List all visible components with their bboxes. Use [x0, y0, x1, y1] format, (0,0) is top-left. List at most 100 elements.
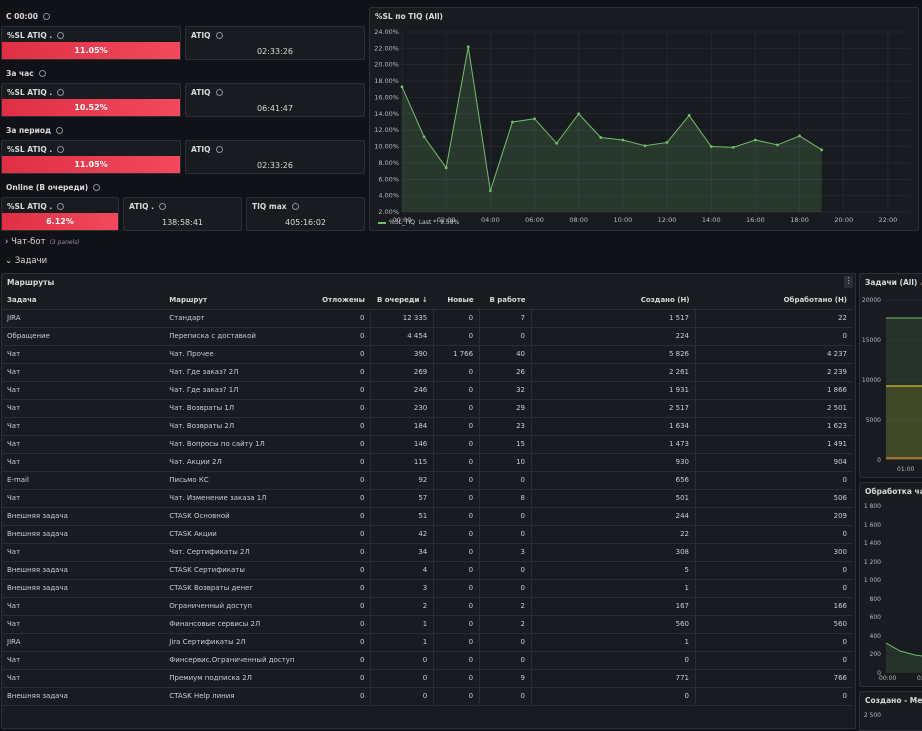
table-cell: 5: [531, 561, 697, 580]
data-point: [488, 189, 492, 193]
col-header-created[interactable]: Создано (Н): [531, 292, 696, 310]
table-row[interactable]: Чат Финсервис.Ограниченный доступ 0 0 0 0 0 0: [1, 651, 853, 670]
table-cell: Чат. Прочее: [163, 345, 314, 364]
stat-atiq-4: ATIQ . 138:58:41: [123, 197, 242, 231]
table-cell: Внешняя задача: [1, 561, 164, 580]
table-row[interactable]: Обращение Переписка с доставкой 0 4 454 0 0 22…: [1, 327, 853, 346]
info-icon[interactable]: [215, 145, 223, 153]
info-icon[interactable]: [56, 126, 64, 134]
table-cell: 766: [695, 669, 853, 688]
info-icon[interactable]: [291, 202, 299, 210]
table-cell: 0: [313, 669, 372, 688]
table-cell: 146: [370, 435, 435, 454]
info-icon[interactable]: [57, 202, 65, 210]
table-cell: JIRA: [1, 633, 164, 652]
data-point: [555, 141, 559, 145]
table-row[interactable]: Чат Премиум подписка 2Л 0 0 0 9 771 766: [1, 669, 853, 688]
table-cell: 2: [370, 597, 435, 616]
col-header-in-queue[interactable]: В очереди ↓: [370, 292, 434, 310]
table-row[interactable]: Внешняя задача CTASK Основной 0 51 0 0 244 209: [1, 507, 853, 526]
info-icon[interactable]: [43, 12, 50, 20]
series-area: [402, 46, 822, 213]
table-cell: 0: [313, 381, 372, 400]
stat-label: ATIQ: [191, 88, 211, 97]
col-header-task[interactable]: Задача: [1, 292, 164, 310]
chart-legend[interactable]: %SL_TIQ Last *: 9.58%: [378, 219, 459, 226]
y-tick: 0: [877, 457, 881, 464]
table-cell: 1: [531, 579, 697, 598]
table-row[interactable]: Чат Ограниченный доступ 0 2 0 2 167 166: [1, 597, 853, 616]
table-row[interactable]: Чат Чат. Где заказ? 1Л 0 246 0 32 1 931 1 866: [1, 381, 853, 400]
table-cell: 1 931: [531, 381, 697, 400]
table-cell: 0: [433, 525, 481, 544]
table-cell: 0: [695, 579, 853, 598]
table-row[interactable]: Чат Чат. Возвраты 1Л 0 230 0 29 2 517 2 501: [1, 399, 853, 418]
info-icon[interactable]: [57, 88, 65, 96]
data-point: [665, 141, 669, 144]
info-icon[interactable]: [158, 202, 166, 210]
col-header-in-work[interactable]: В работе: [479, 292, 532, 310]
info-icon[interactable]: [215, 31, 223, 39]
table-row[interactable]: Чат Чат. Возвраты 2Л 0 184 0 23 1 634 1 623: [1, 417, 853, 436]
table-row[interactable]: JIRA Стандарт 0 12 335 0 7 1 517 22: [1, 309, 853, 328]
tasks-all-chart[interactable]: [860, 274, 922, 478]
table-row[interactable]: Чат Чат. Где заказ? 2Л 0 269 0 26 2 261 2 239: [1, 363, 853, 382]
table-cell: 5 826: [531, 345, 697, 364]
info-icon[interactable]: [93, 183, 101, 191]
table-row[interactable]: Чат Чат. Акции 2Л 0 115 0 10 930 904: [1, 453, 853, 472]
table-row[interactable]: Внешняя задача CTASK Возвраты денег 0 3 0 0 1 0: [1, 579, 853, 598]
row-chatbot[interactable]: › Чат-бот (3 panels): [5, 237, 80, 247]
table-row[interactable]: JIRA Jira Сертификаты 2Л 0 1 0 0 1 0: [1, 633, 853, 652]
y-tick-label: 8.00%: [378, 159, 399, 167]
y-tick: 15000: [861, 337, 881, 344]
table-cell: 0: [313, 543, 372, 562]
table-cell: Обращение: [1, 327, 164, 346]
col-header-postponed[interactable]: Отложены: [313, 292, 371, 310]
info-icon[interactable]: [57, 145, 65, 153]
table-row[interactable]: Внешняя задача CTASK Сертификаты 0 4 0 0 5 0: [1, 561, 853, 580]
table-cell: 0: [479, 633, 532, 652]
table-cell: Чат: [1, 363, 164, 382]
sl-tiq-chart[interactable]: 2.00% 4.00% 6.00% 8.00% 10.00% 12.00% 14.00% 16…: [370, 8, 918, 230]
y-tick: 5000: [865, 417, 881, 424]
table-row[interactable]: Внешняя задача CTASK Help линия 0 0 0 0 0 0: [1, 687, 853, 706]
table-row[interactable]: Чат Финансовые сервисы 2Л 0 1 0 2 560 560: [1, 615, 853, 634]
info-icon[interactable]: [38, 69, 46, 77]
col-header-processed[interactable]: Обработано (Н): [695, 292, 853, 310]
col-header-new[interactable]: Новые: [433, 292, 480, 310]
panel-title: Задачи (All): [865, 278, 918, 287]
table-cell: 771: [531, 669, 697, 688]
info-icon[interactable]: [215, 88, 223, 96]
col-header-route[interactable]: Маршрут: [163, 292, 314, 310]
table-cell: 230: [370, 399, 435, 418]
table-row[interactable]: Чат Чат. Прочее 0 390 1 766 40 5 826 4 237: [1, 345, 853, 364]
table-cell: 501: [531, 489, 697, 508]
legend-series-name: %SL_TIQ: [389, 219, 416, 226]
warning-icon[interactable]: ⚠: [920, 278, 922, 287]
y-tick: 800: [869, 595, 881, 603]
row-tasks[interactable]: ⌄ Задачи: [5, 256, 47, 266]
table-cell: 26: [479, 363, 532, 382]
panel-menu-icon[interactable]: ⋮: [844, 276, 853, 288]
stat-sl-atiq-1: %SL ATIQ . 11.05%: [1, 26, 181, 60]
table-cell: 9: [479, 669, 532, 688]
table-row[interactable]: Чат Чат. Вопросы по сайту 1Л 0 146 0 15 1 473 1…: [1, 435, 853, 454]
table-row[interactable]: Чат Чат. Сертификаты 2Л 0 34 0 3 308 300: [1, 543, 853, 562]
info-icon[interactable]: [57, 31, 65, 39]
section-per-period: За период: [6, 126, 64, 135]
data-point: [798, 134, 801, 138]
table-cell: 0: [433, 579, 481, 598]
table-row[interactable]: Чат Чат. Изменение заказа 1Л 0 57 0 8 501 506: [1, 489, 853, 508]
x-tick-label: 16:00: [746, 216, 765, 224]
stat-label: ATIQ: [191, 31, 211, 40]
chat-processing-chart[interactable]: [860, 483, 922, 687]
table-row[interactable]: E-mail Письмо КС 0 92 0 0 656 0: [1, 471, 853, 490]
table-cell: 0: [370, 669, 435, 688]
table-row[interactable]: Внешняя задача CTASK Акции 0 42 0 0 22 0: [1, 525, 853, 544]
stat-label: ATIQ: [191, 145, 211, 154]
table-cell: Чат: [1, 597, 164, 616]
table-cell: 269: [370, 363, 435, 382]
table-cell: 4 237: [695, 345, 853, 364]
table-cell: 560: [531, 615, 697, 634]
table-cell: Чат: [1, 489, 164, 508]
